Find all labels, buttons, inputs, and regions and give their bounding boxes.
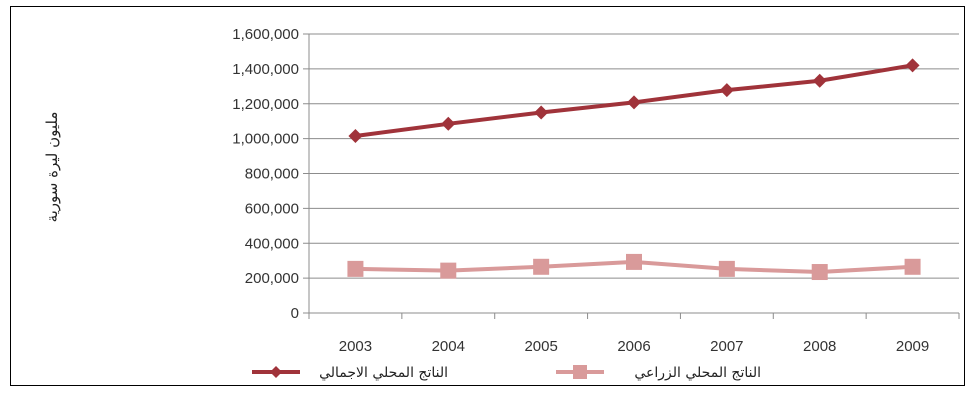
legend-item-2: الناتج المحلي الزراعي xyxy=(556,365,761,381)
data-point-marker xyxy=(534,105,549,120)
y-axis-label: مليون ليرة سورية xyxy=(43,112,61,223)
x-tick-label: 2003 xyxy=(339,338,372,355)
data-point-marker xyxy=(718,260,735,277)
chart-frame: 0 200,000 400,000 600,000 800,000 1,000,000 1,… xyxy=(10,6,965,386)
axes xyxy=(303,33,960,319)
x-tick-labels: 2003 2004 2005 2006 2007 2008 2009 xyxy=(339,338,930,355)
data-point-marker xyxy=(904,258,921,275)
data-point-marker xyxy=(573,365,587,379)
data-point-marker xyxy=(626,253,642,270)
data-point-marker xyxy=(811,264,828,281)
data-point-marker xyxy=(533,258,550,275)
series-group xyxy=(347,58,921,281)
x-tick-label: 2008 xyxy=(803,338,836,355)
data-point-marker xyxy=(270,366,282,378)
series-2 xyxy=(347,253,921,281)
y-tick-label: 800,000 xyxy=(245,166,299,183)
y-tick-label: 200,000 xyxy=(245,270,299,287)
series-1 xyxy=(348,58,920,144)
y-tick-label: 1,200,000 xyxy=(232,96,299,113)
legend-label: الناتج المحلي الزراعي xyxy=(634,365,761,381)
legend-label: الناتج المحلي الاجمالي xyxy=(319,365,448,381)
y-tick-label: 600,000 xyxy=(245,200,299,217)
y-tick-label: 1,000,000 xyxy=(232,131,299,148)
x-tick-label: 2009 xyxy=(896,338,929,355)
legend-item-1: الناتج المحلي الاجمالي xyxy=(252,365,448,381)
data-point-marker xyxy=(627,95,641,110)
y-tick-label: 0 xyxy=(291,305,299,322)
data-point-marker xyxy=(347,260,364,277)
x-tick-label: 2005 xyxy=(524,338,557,355)
legend: الناتج المحلي الاجمالي الناتج المحلي الزر… xyxy=(252,365,761,381)
gridlines xyxy=(309,33,959,279)
data-point-marker xyxy=(441,116,456,131)
y-tick-label: 400,000 xyxy=(245,235,299,252)
data-point-marker xyxy=(905,58,920,73)
y-tick-label: 1,600,000 xyxy=(232,26,299,43)
line-chart: 0 200,000 400,000 600,000 800,000 1,000,000 1,… xyxy=(43,26,960,381)
x-tick-label: 2006 xyxy=(617,338,650,355)
data-point-marker xyxy=(812,73,827,88)
y-tick-labels: 0 200,000 400,000 600,000 800,000 1,000,000 1,… xyxy=(232,26,299,322)
data-point-marker xyxy=(348,129,363,144)
data-point-marker xyxy=(440,262,457,279)
y-tick-label: 1,400,000 xyxy=(232,61,299,78)
x-tick-label: 2007 xyxy=(710,338,743,355)
x-tick-label: 2004 xyxy=(432,338,465,355)
data-point-marker xyxy=(719,83,734,98)
